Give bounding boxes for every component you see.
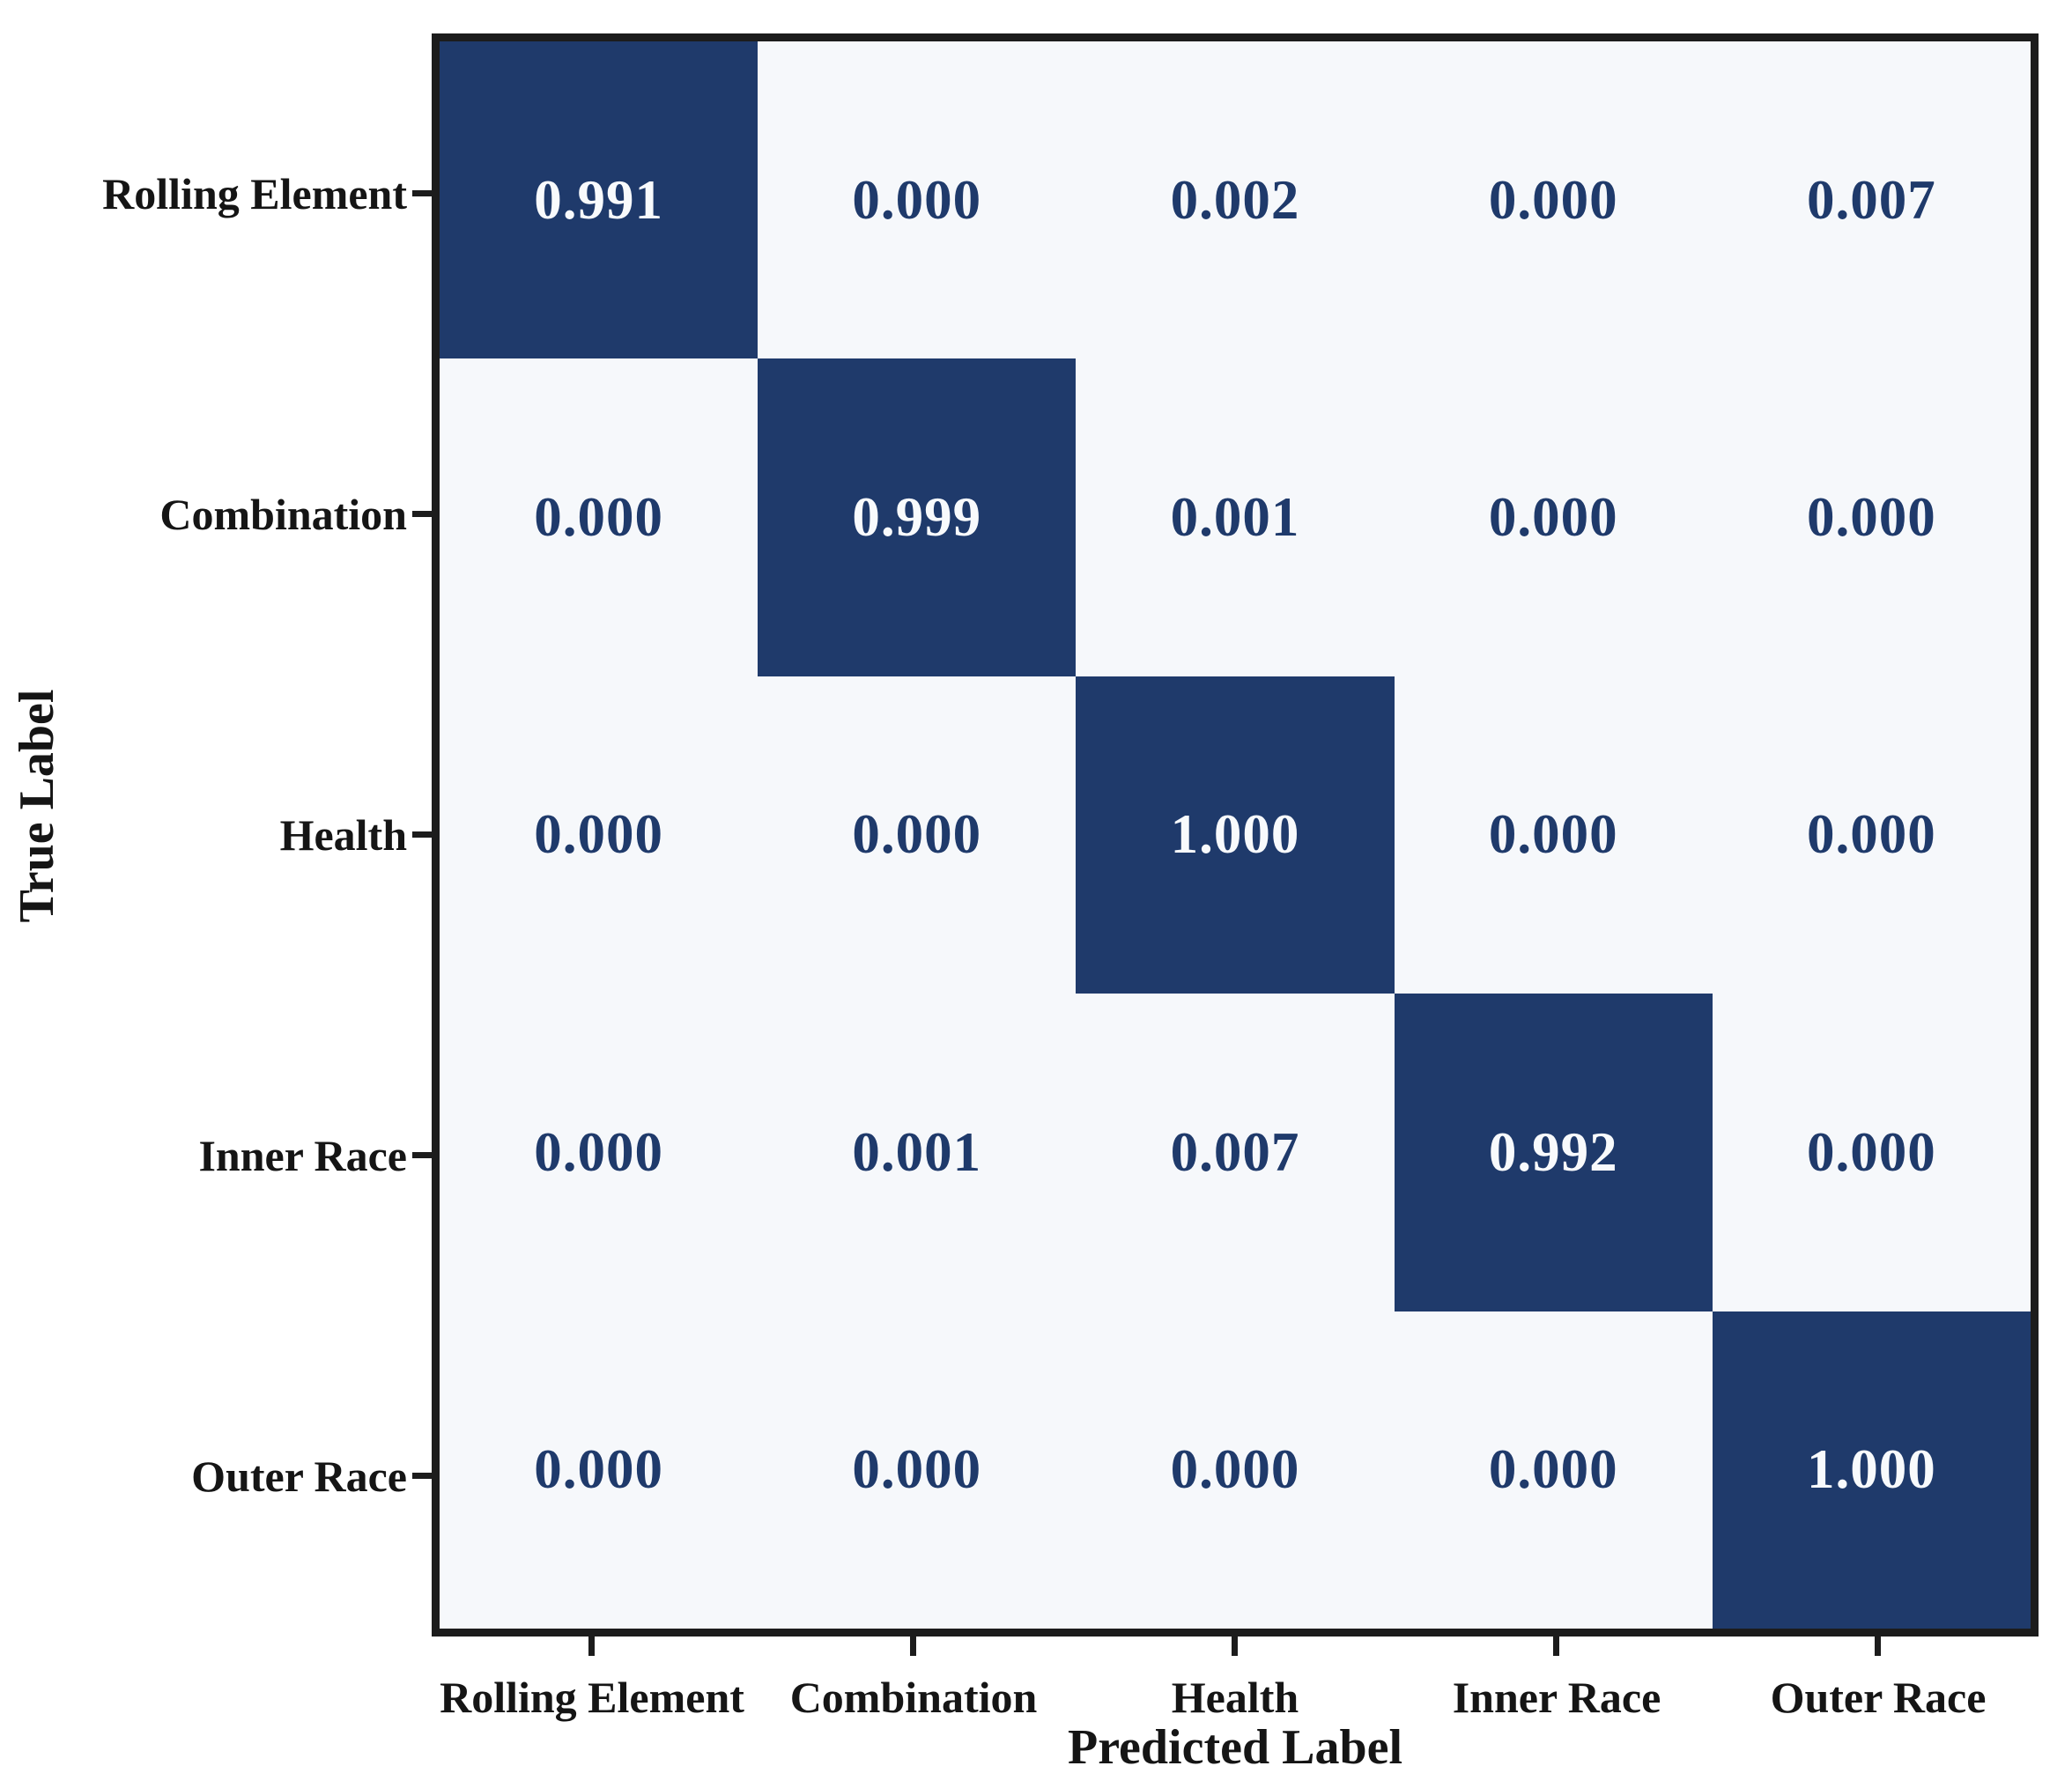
x-tick-mark (1875, 1637, 1881, 1656)
y-tick-mark (412, 831, 432, 838)
matrix-cell: 0.000 (1394, 1311, 1713, 1629)
matrix-cell: 0.000 (1712, 676, 2031, 994)
matrix-cell: 0.007 (1076, 994, 1395, 1311)
x-tick-mark (588, 1637, 595, 1656)
matrix-cell: 0.000 (1394, 676, 1713, 994)
matrix-cell: 0.000 (1394, 41, 1713, 359)
x-tick-mark (1232, 1637, 1238, 1656)
matrix-cell: 0.000 (758, 1311, 1077, 1629)
matrix-cell: 0.000 (1712, 994, 2031, 1311)
y-tick-label-outer-race: Outer Race (191, 1452, 407, 1501)
matrix-cell: 0.002 (1076, 41, 1395, 359)
y-tick-label-health: Health (279, 810, 407, 860)
y-tick-label-rolling-element: Rolling Element (102, 169, 407, 218)
x-tick-mark (1553, 1637, 1559, 1656)
x-tick-label-health: Health (1171, 1673, 1299, 1722)
x-axis-title: Predicted Label (1067, 1720, 1403, 1775)
matrix-cell: 0.000 (758, 676, 1077, 994)
matrix-cell: 0.000 (440, 1311, 758, 1629)
y-tick-label-inner-race: Inner Race (198, 1131, 407, 1180)
x-tick-label-rolling-element: Rolling Element (440, 1673, 744, 1722)
x-tick-label-outer-race: Outer Race (1770, 1673, 1987, 1722)
matrix-cell: 0.000 (440, 358, 758, 676)
heatmap-plot: 0.991 0.000 0.002 0.000 0.007 0.000 0.99… (432, 33, 2039, 1637)
x-tick-mark (910, 1637, 916, 1656)
matrix-cell: 0.007 (1712, 41, 2031, 359)
matrix-cell: 1.000 (1076, 676, 1395, 994)
matrix-cell: 0.000 (440, 676, 758, 994)
matrix-cell: 1.000 (1712, 1311, 2031, 1629)
matrix-cell: 0.001 (758, 994, 1077, 1311)
y-tick-mark (412, 1152, 432, 1158)
matrix-cell: 0.001 (1076, 358, 1395, 676)
matrix-cell: 0.999 (758, 358, 1077, 676)
y-tick-mark (412, 1473, 432, 1479)
matrix-cell: 0.991 (440, 41, 758, 359)
y-tick-mark (412, 511, 432, 517)
x-tick-label-combination: Combination (789, 1673, 1038, 1722)
matrix-cell: 0.000 (1712, 358, 2031, 676)
y-tick-label-combination: Combination (159, 490, 407, 539)
y-tick-mark (412, 190, 432, 196)
matrix-cell: 0.000 (1394, 358, 1713, 676)
matrix-cell: 0.000 (1076, 1311, 1395, 1629)
matrix-cell: 0.000 (440, 994, 758, 1311)
x-tick-label-inner-race: Inner Race (1452, 1673, 1661, 1722)
y-axis-title: True Label (10, 689, 64, 923)
matrix-cell: 0.992 (1394, 994, 1713, 1311)
matrix-cell: 0.000 (758, 41, 1077, 359)
